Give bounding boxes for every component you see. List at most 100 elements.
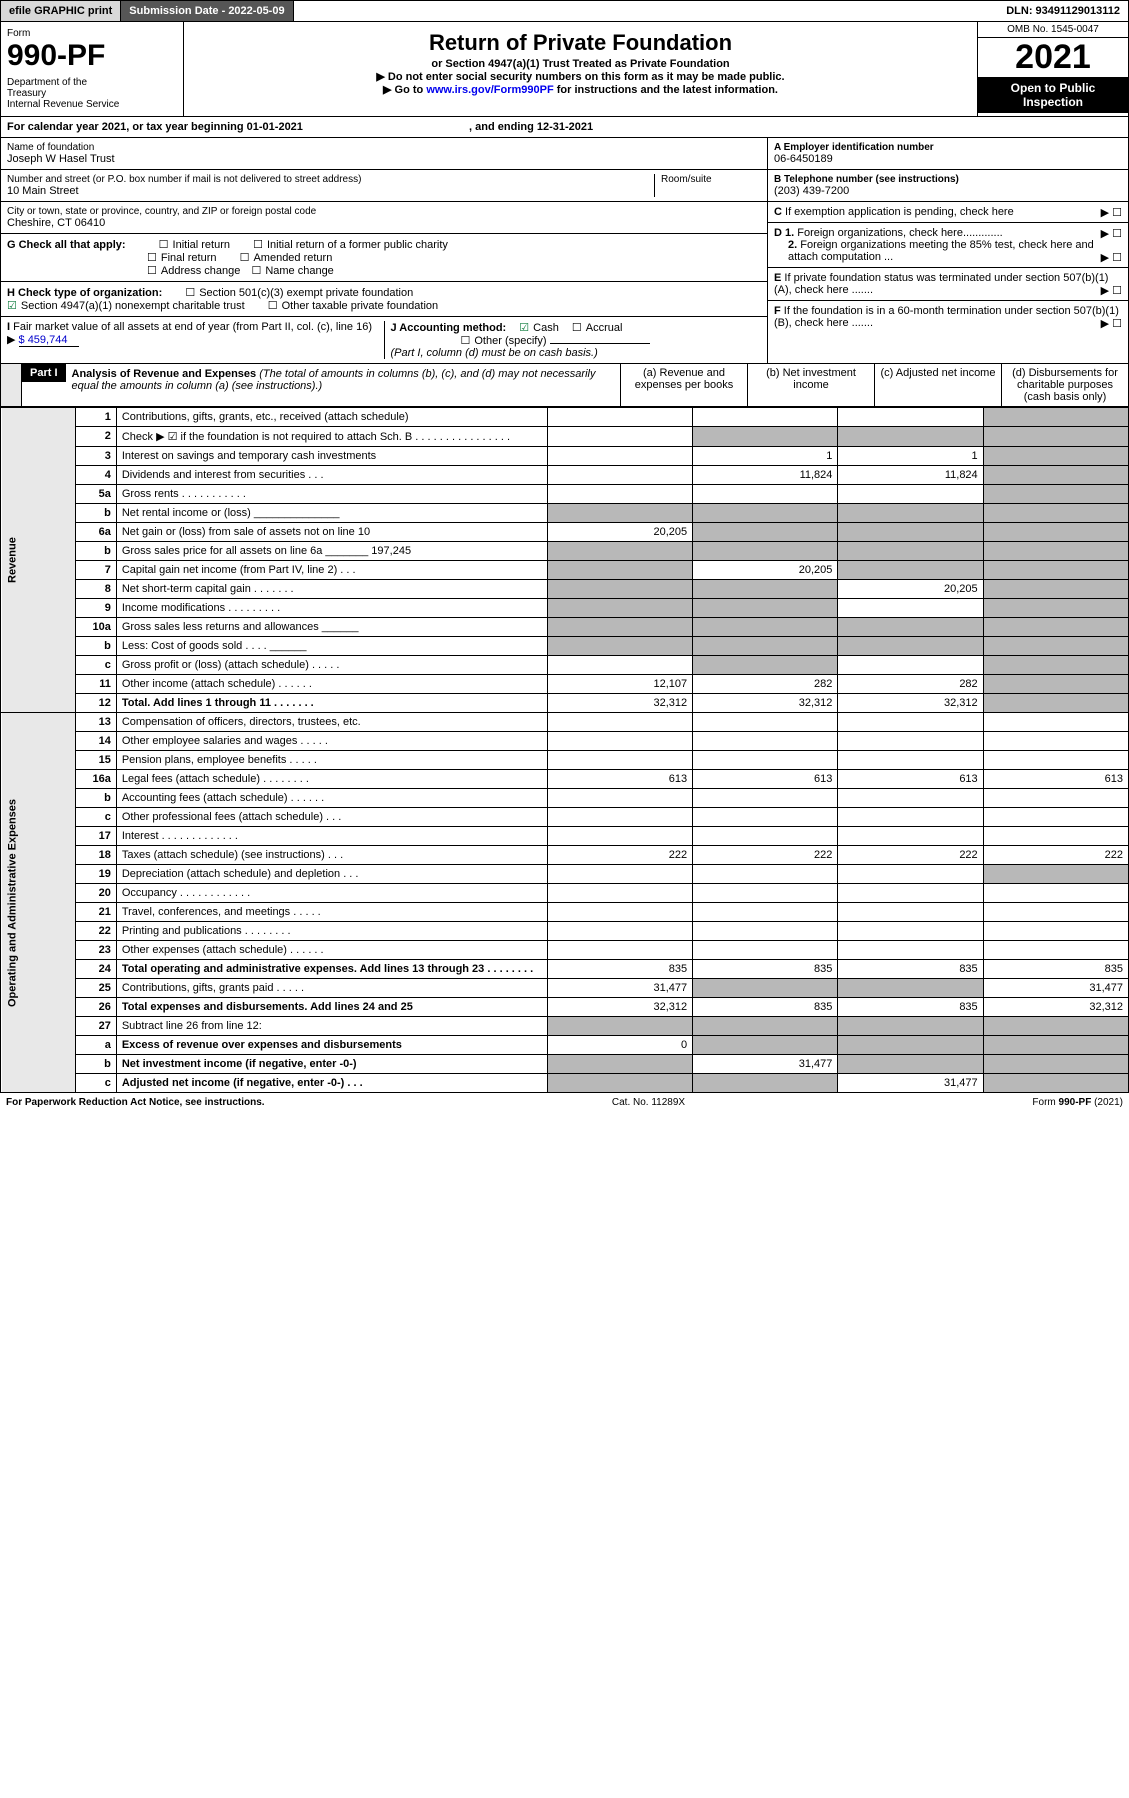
- table-row: 9Income modifications . . . . . . . . .: [1, 599, 1129, 618]
- table-row: aExcess of revenue over expenses and dis…: [1, 1036, 1129, 1055]
- table-row: 4Dividends and interest from securities …: [1, 466, 1129, 485]
- table-row: 17Interest . . . . . . . . . . . . .: [1, 827, 1129, 846]
- chk-501c3[interactable]: Section 501(c)(3) exempt private foundat…: [185, 287, 413, 299]
- table-row: 26Total expenses and disbursements. Add …: [1, 998, 1129, 1017]
- form-number: 990-PF: [7, 39, 177, 73]
- table-row: cAdjusted net income (if negative, enter…: [1, 1074, 1129, 1093]
- open-inspection: Open to Public Inspection: [978, 77, 1128, 113]
- table-row: 3Interest on savings and temporary cash …: [1, 447, 1129, 466]
- chk-accrual[interactable]: Accrual: [572, 322, 623, 334]
- table-row: 18Taxes (attach schedule) (see instructi…: [1, 846, 1129, 865]
- chk-initial-former[interactable]: Initial return of a former public charit…: [253, 239, 448, 251]
- col-b-header: (b) Net investment income: [747, 364, 874, 406]
- other-specify[interactable]: [550, 343, 650, 344]
- form-word: Form: [7, 28, 177, 39]
- table-row: bGross sales price for all assets on lin…: [1, 542, 1129, 561]
- table-row: bNet investment income (if negative, ent…: [1, 1055, 1129, 1074]
- table-row: cOther professional fees (attach schedul…: [1, 808, 1129, 827]
- omb-number: OMB No. 1545-0047: [978, 22, 1128, 38]
- efile-label: efile GRAPHIC print: [1, 1, 121, 21]
- chk-initial-return[interactable]: Initial return: [159, 239, 230, 251]
- tel-label: B Telephone number (see instructions): [774, 174, 1122, 185]
- footer-form: Form 990-PF (2021): [1032, 1097, 1123, 1108]
- col-d-header: (d) Disbursements for charitable purpose…: [1001, 364, 1128, 406]
- chk-final-return[interactable]: Final return: [147, 252, 217, 264]
- chk-other-method[interactable]: Other (specify): [461, 335, 547, 347]
- irs-link[interactable]: www.irs.gov/Form990PF: [426, 84, 553, 96]
- table-row: 10aGross sales less returns and allowanc…: [1, 618, 1129, 637]
- tel-value: (203) 439-7200: [774, 185, 1122, 197]
- table-row: 24Total operating and administrative exp…: [1, 960, 1129, 979]
- city-label: City or town, state or province, country…: [7, 206, 761, 217]
- table-row: 21Travel, conferences, and meetings . . …: [1, 903, 1129, 922]
- note-link: ▶ Go to www.irs.gov/Form990PF for instru…: [190, 83, 971, 96]
- address-label: Number and street (or P.O. box number if…: [7, 174, 654, 185]
- table-row: 2Check ▶ ☑ if the foundation is not requ…: [1, 427, 1129, 447]
- i-fmv-label: Fair market value of all assets at end o…: [13, 321, 372, 333]
- table-row: 14Other employee salaries and wages . . …: [1, 732, 1129, 751]
- table-row: 22Printing and publications . . . . . . …: [1, 922, 1129, 941]
- chk-cash[interactable]: Cash: [519, 322, 559, 334]
- table-row: 15Pension plans, employee benefits . . .…: [1, 751, 1129, 770]
- table-row: bLess: Cost of goods sold . . . . ______: [1, 637, 1129, 656]
- col-c-header: (c) Adjusted net income: [874, 364, 1001, 406]
- room-label: Room/suite: [661, 174, 761, 185]
- table-row: bAccounting fees (attach schedule) . . .…: [1, 789, 1129, 808]
- part1-label: Part I: [22, 364, 66, 382]
- j-note: (Part I, column (d) must be on cash basi…: [391, 347, 598, 359]
- table-row: 12Total. Add lines 1 through 11 . . . . …: [1, 694, 1129, 713]
- table-row: 23Other expenses (attach schedule) . . .…: [1, 941, 1129, 960]
- table-row: 8Net short-term capital gain . . . . . .…: [1, 580, 1129, 599]
- d2-85pct: Foreign organizations meeting the 85% te…: [788, 239, 1094, 263]
- f-60month: If the foundation is in a 60-month termi…: [774, 305, 1119, 329]
- tax-year: 2021: [978, 38, 1128, 77]
- revenue-side-label: Revenue: [1, 408, 76, 713]
- footer-catno: Cat. No. 11289X: [612, 1097, 685, 1108]
- table-row: 6aNet gain or (loss) from sale of assets…: [1, 523, 1129, 542]
- cal-end: , and ending 12-31-2021: [469, 121, 593, 133]
- fmv-value[interactable]: $ 459,744: [19, 334, 79, 347]
- chk-name-change[interactable]: Name change: [251, 265, 333, 277]
- table-row: bNet rental income or (loss) ___________…: [1, 504, 1129, 523]
- chk-4947[interactable]: Section 4947(a)(1) nonexempt charitable …: [7, 300, 245, 312]
- h-label: H Check type of organization:: [7, 287, 162, 299]
- part1-table: Revenue1Contributions, gifts, grants, et…: [0, 407, 1129, 1093]
- calendar-year-row: For calendar year 2021, or tax year begi…: [0, 117, 1129, 138]
- col-a-header: (a) Revenue and expenses per books: [620, 364, 747, 406]
- chk-other-taxable[interactable]: Other taxable private foundation: [268, 300, 438, 312]
- top-bar: efile GRAPHIC print Submission Date - 20…: [0, 0, 1129, 22]
- foundation-name-label: Name of foundation: [7, 142, 761, 153]
- expenses-side-label: Operating and Administrative Expenses: [1, 713, 76, 1093]
- form-subtitle: or Section 4947(a)(1) Trust Treated as P…: [190, 58, 971, 70]
- foundation-name: Joseph W Hasel Trust: [7, 153, 761, 165]
- j-label: J Accounting method:: [391, 322, 507, 334]
- table-row: 7Capital gain net income (from Part IV, …: [1, 561, 1129, 580]
- table-row: 16aLegal fees (attach schedule) . . . . …: [1, 770, 1129, 789]
- table-row: 5aGross rents . . . . . . . . . . .: [1, 485, 1129, 504]
- topbar-spacer: [294, 1, 999, 21]
- table-row: 19Depreciation (attach schedule) and dep…: [1, 865, 1129, 884]
- e-terminated: If private foundation status was termina…: [774, 272, 1108, 296]
- table-row: Revenue1Contributions, gifts, grants, et…: [1, 408, 1129, 427]
- city-value: Cheshire, CT 06410: [7, 217, 761, 229]
- note-ssn: ▶ Do not enter social security numbers o…: [190, 70, 971, 83]
- table-row: Operating and Administrative Expenses13C…: [1, 713, 1129, 732]
- ein-label: A Employer identification number: [774, 142, 1122, 153]
- form-header: Form 990-PF Department of theTreasuryInt…: [0, 22, 1129, 117]
- submission-date: Submission Date - 2022-05-09: [121, 1, 293, 21]
- dept-label: Department of theTreasuryInternal Revenu…: [7, 77, 177, 110]
- chk-amended[interactable]: Amended return: [240, 252, 333, 264]
- entity-info: Name of foundation Joseph W Hasel Trust …: [0, 138, 1129, 364]
- c-exemption: If exemption application is pending, che…: [785, 206, 1014, 218]
- table-row: 27Subtract line 26 from line 12:: [1, 1017, 1129, 1036]
- footer-paperwork: For Paperwork Reduction Act Notice, see …: [6, 1097, 265, 1108]
- dln-label: DLN: 93491129013112: [998, 1, 1128, 21]
- page-footer: For Paperwork Reduction Act Notice, see …: [0, 1093, 1129, 1112]
- table-row: 11Other income (attach schedule) . . . .…: [1, 675, 1129, 694]
- cal-begin: For calendar year 2021, or tax year begi…: [7, 121, 303, 133]
- chk-address-change[interactable]: Address change: [147, 265, 240, 277]
- ein-value: 06-6450189: [774, 153, 1122, 165]
- form-title: Return of Private Foundation: [190, 30, 971, 56]
- d1-foreign: Foreign organizations, check here.......…: [797, 227, 1002, 239]
- table-row: 25Contributions, gifts, grants paid . . …: [1, 979, 1129, 998]
